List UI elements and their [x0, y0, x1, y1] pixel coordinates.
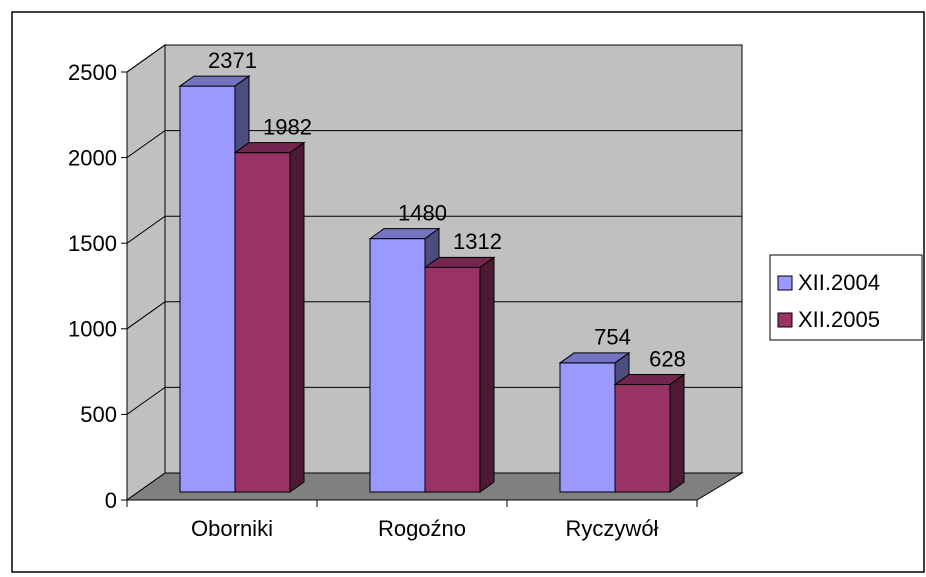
grid-line — [126, 44, 742, 73]
x-tick-label: Rogoźno — [378, 516, 466, 541]
side-wall — [126, 44, 166, 501]
data-label: 628 — [649, 346, 686, 371]
y-tick-label: 1000 — [68, 317, 117, 342]
bar-side — [289, 141, 305, 493]
bar-side — [669, 373, 685, 493]
y-tick-label: 1500 — [68, 231, 117, 256]
data-label: 1480 — [398, 200, 447, 225]
data-label: 1312 — [453, 229, 502, 254]
x-tick-label: Ryczywół — [566, 516, 659, 541]
legend-swatch — [777, 312, 793, 328]
grid-line — [126, 130, 742, 159]
grid-line — [126, 215, 742, 244]
bar — [179, 85, 236, 493]
x-tick-label: Oborniki — [191, 516, 273, 541]
bar — [369, 238, 426, 493]
legend-swatch — [777, 275, 793, 291]
data-label: 2371 — [208, 48, 257, 73]
bar — [234, 152, 291, 493]
bar — [614, 383, 671, 493]
bar — [559, 362, 616, 493]
y-tick-label: 500 — [80, 402, 117, 427]
bar — [424, 266, 481, 493]
grid-line — [126, 386, 742, 415]
y-tick-label: 2500 — [68, 60, 117, 85]
legend-label: XII.2004 — [798, 270, 880, 295]
y-tick-label: 0 — [105, 488, 117, 513]
legend — [769, 254, 923, 341]
bar-side — [479, 256, 495, 493]
grid-line — [126, 301, 742, 330]
data-label: 754 — [594, 325, 631, 350]
data-label: 1982 — [263, 114, 312, 139]
legend-label: XII.2005 — [798, 307, 880, 332]
y-tick-label: 2000 — [68, 145, 117, 170]
